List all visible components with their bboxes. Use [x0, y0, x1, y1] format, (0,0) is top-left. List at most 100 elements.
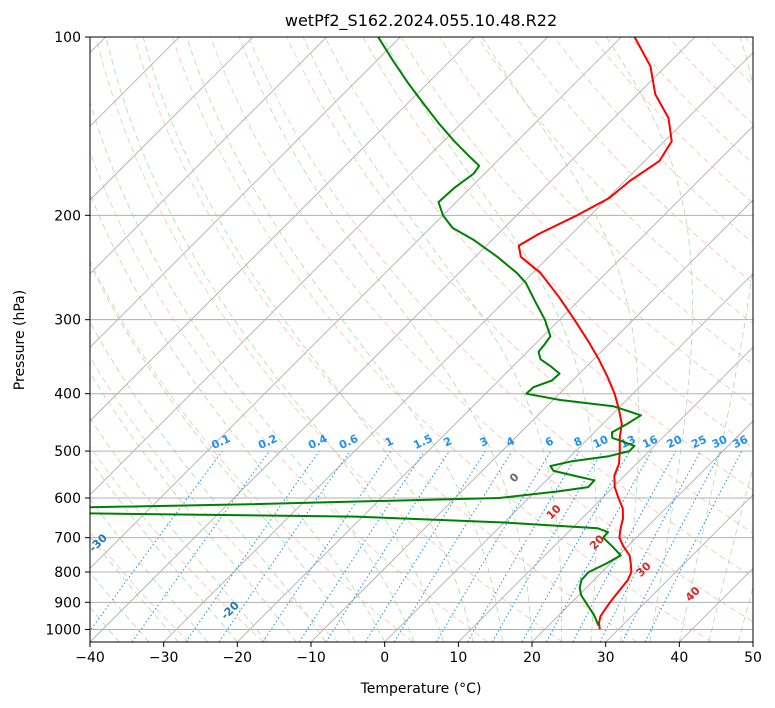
dry-adiabat-line — [95, 37, 563, 642]
moist-adiabat-line — [186, 37, 503, 642]
moist-adiabat-line — [90, 192, 386, 642]
isotherm-line — [90, 37, 327, 275]
dry-adiabat-line — [210, 37, 753, 623]
y-tick-label: 100 — [54, 30, 81, 46]
dry-adiabat-line — [744, 37, 753, 47]
mixing-ratio-line — [644, 450, 743, 642]
isotherm-line — [310, 199, 753, 642]
isotherm-line — [90, 37, 475, 422]
y-tick-label: 800 — [54, 565, 81, 581]
dry-adiabat-line — [286, 37, 753, 534]
mixing-ratio-label: 1.5 — [411, 432, 434, 452]
dry-adiabat-line — [90, 150, 488, 642]
mixing-ratio-label: 36 — [731, 433, 751, 451]
isotherm-line — [531, 420, 753, 642]
mixing-ratio-label: 3 — [478, 434, 490, 449]
x-tick-label: −10 — [296, 650, 326, 666]
background-line-labels: 0.10.20.40.611.52346810131620253036-100-… — [90, 432, 751, 622]
y-tick-label: 500 — [54, 444, 81, 460]
mixing-ratio-label: 8 — [572, 434, 584, 449]
moist-adiabat-line — [708, 466, 753, 642]
y-tick-label: 200 — [54, 208, 81, 224]
mixing-ratio-line — [185, 450, 320, 642]
moist-adiabat-line — [678, 37, 753, 642]
mixing-ratio-line — [545, 450, 653, 642]
profile-series — [90, 37, 673, 630]
x-tick-label: 20 — [523, 650, 541, 666]
dry-adiabat-line — [171, 37, 712, 642]
isotherm-line — [90, 37, 254, 201]
moist-adiabat-line — [238, 37, 533, 642]
moist-adiabat-label: 40 — [683, 584, 703, 604]
mixing-ratio-label: 20 — [665, 433, 685, 451]
y-tick-label: 700 — [54, 531, 81, 547]
isotherm-line — [237, 125, 753, 642]
x-tick-label: 0 — [380, 650, 389, 666]
isotherm-line — [163, 52, 753, 642]
mixing-ratio-label: 6 — [543, 434, 556, 449]
x-tick-label: −20 — [223, 650, 253, 666]
moist-adiabat-line — [142, 37, 474, 642]
isotherm-line — [90, 37, 696, 642]
dry-adiabat-line — [133, 37, 638, 642]
moist-adiabat-line — [737, 585, 753, 642]
moist-adiabat-label: 0 — [507, 470, 522, 485]
moist-adiabat-line — [90, 417, 268, 642]
isotherm-line — [458, 346, 753, 642]
dry-adiabat-line — [90, 260, 414, 642]
mixing-ratio-label: 0.1 — [209, 432, 232, 452]
x-tick-label: 10 — [449, 650, 467, 666]
dry-adiabat-line — [248, 37, 753, 578]
moist-adiabat-line — [90, 371, 297, 642]
mixing-ratio-label: 0.4 — [306, 432, 329, 452]
dewpoint-line — [90, 37, 642, 626]
mixing-ratio-line — [467, 450, 580, 642]
moist-adiabat-line — [90, 498, 209, 642]
mixing-ratio-line — [325, 450, 450, 642]
x-tick-label: 40 — [670, 650, 688, 666]
moist-adiabat-line — [90, 459, 238, 642]
mixing-ratio-line — [393, 450, 513, 642]
x-tick-label: −40 — [75, 650, 105, 666]
dry-adiabat-line — [591, 37, 753, 204]
dry-adiabat-line — [706, 37, 753, 86]
y-tick-label: 600 — [54, 491, 81, 507]
moist-adiabat-line — [481, 37, 640, 642]
mixing-ratio-label: 2 — [442, 434, 454, 449]
moist-adiabat-line — [90, 262, 356, 642]
chart-title: wetPf2_S162.2024.055.10.48.R22 — [285, 11, 557, 31]
y-tick-label: 900 — [54, 595, 81, 611]
pressure-gridlines — [90, 37, 753, 630]
x-tick-label: −30 — [149, 650, 179, 666]
moist-adiabat-line — [302, 37, 562, 642]
isotherm-line — [90, 37, 401, 348]
mixing-ratio-line — [131, 450, 270, 642]
mixing-ratio-label: 1 — [383, 434, 395, 449]
moist-adiabat-line — [606, 37, 693, 642]
dry-adiabat-line — [515, 37, 753, 284]
moist-adiabat-line — [105, 37, 444, 642]
moist-adiabat-line — [90, 321, 327, 642]
isotherm-line — [679, 567, 753, 642]
x-tick-label: 30 — [597, 650, 615, 666]
isotherm-line — [384, 273, 753, 642]
y-tick-label: 400 — [54, 387, 81, 403]
plot-frame — [89, 36, 754, 643]
x-axis-ticks: −40 −30 −20 −10 0 10 20 30 40 50 — [75, 642, 762, 666]
mixing-ratio-label: 16 — [640, 433, 660, 451]
dry-adiabat-line — [668, 37, 753, 125]
x-tick-label: 50 — [744, 650, 762, 666]
isotherm-line — [90, 37, 548, 496]
mixing-ratio-line — [521, 450, 630, 642]
dry-adiabat-line — [324, 37, 753, 491]
isotherm-line — [605, 494, 753, 642]
dry-adiabat-line — [90, 445, 264, 642]
moist-adiabat-line — [90, 535, 179, 642]
moist-adiabat-label: 10 — [544, 502, 564, 522]
mixing-ratio-line — [90, 450, 223, 632]
mixing-ratio-label: 10 — [591, 433, 611, 451]
y-axis-label: Pressure (hPa) — [12, 290, 28, 390]
dry-adiabat-line — [90, 356, 339, 642]
moist-adiabat-label: 30 — [634, 559, 654, 579]
